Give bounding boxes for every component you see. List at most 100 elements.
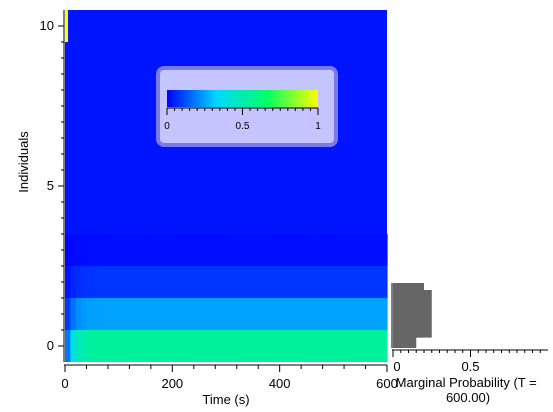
heatmap-cell <box>145 330 152 362</box>
heatmap-cell <box>247 330 254 362</box>
heatmap-cell <box>311 298 318 330</box>
heatmap-cell <box>81 298 88 330</box>
heatmap-cell <box>247 234 254 266</box>
heatmap-cell <box>322 330 329 362</box>
heatmap-cell <box>65 234 71 266</box>
heatmap-cell <box>209 330 216 362</box>
heatmap-cell <box>268 266 275 298</box>
x-axis-title: Time (s) <box>202 392 249 407</box>
heatmap-cell <box>381 234 388 266</box>
heatmap-cell <box>204 298 211 330</box>
heatmap-cell <box>290 266 297 298</box>
heatmap-cell <box>145 298 152 330</box>
heatmap-cell <box>360 298 367 330</box>
heatmap-cell <box>306 266 313 298</box>
heatmap-cell <box>258 266 265 298</box>
heatmap-cell <box>199 234 206 266</box>
heatmap-cell <box>231 234 238 266</box>
heatmap-cell <box>118 298 125 330</box>
heatmap-cell <box>236 266 243 298</box>
heatmap-cell <box>285 330 291 362</box>
heatmap-cell <box>311 330 318 362</box>
heatmap-cell <box>258 298 265 330</box>
heatmap-cell <box>86 266 93 298</box>
colorbar-tick-label: 1 <box>315 121 321 132</box>
heatmap-cell <box>65 330 71 362</box>
heatmap-cell <box>349 266 356 298</box>
heatmap-cell <box>97 266 104 298</box>
heatmap-cell <box>124 298 130 330</box>
heatmap-cell <box>333 330 340 362</box>
heatmap-cell <box>376 266 383 298</box>
heatmap-cell <box>140 298 147 330</box>
heatmap-cell <box>327 266 334 298</box>
heatmap-cell <box>381 266 388 298</box>
heatmap-cell <box>242 330 249 362</box>
heatmap-cell <box>209 266 216 298</box>
heatmap-cell <box>172 266 179 298</box>
heatmap-cell <box>226 330 232 362</box>
heatmap-cell <box>354 266 361 298</box>
heatmap-cell <box>242 298 249 330</box>
heatmap-cell <box>231 330 238 362</box>
marginal-bar <box>393 283 424 338</box>
heatmap-cell <box>290 234 297 266</box>
heatmap-cell <box>199 330 206 362</box>
heatmap-cell <box>333 234 340 266</box>
heatmap-cell <box>327 234 334 266</box>
x-tick-label: 600 <box>376 376 398 391</box>
marginal-bars <box>393 283 432 348</box>
heatmap-cell <box>102 330 109 362</box>
x-tick-label: 400 <box>269 376 291 391</box>
heatmap-cell <box>322 266 329 298</box>
heatmap-cell <box>311 234 318 266</box>
heatmap-cell <box>70 234 77 266</box>
heatmap-cell <box>140 266 147 298</box>
heatmap-cell <box>333 266 340 298</box>
heatmap-cell <box>204 234 211 266</box>
heatmap-cell <box>102 298 109 330</box>
heatmap-cell <box>279 266 286 298</box>
heatmap-cell <box>215 266 222 298</box>
heatmap-cell <box>220 266 227 298</box>
heatmap-cell <box>91 234 98 266</box>
heatmap-cell <box>215 330 222 362</box>
heatmap-cell <box>183 298 190 330</box>
heatmap-cell <box>134 234 141 266</box>
heatmap-cell <box>156 330 163 362</box>
heatmap-cell <box>301 266 308 298</box>
heatmap-cell <box>65 298 71 330</box>
marginal-probability-plot: 0 0.5 Marginal Probability (T = 600.00) <box>391 283 548 405</box>
colorbar-legend[interactable]: 0 0.5 1 <box>156 66 338 147</box>
heatmap-cell <box>188 298 195 330</box>
heatmap-cell <box>247 298 254 330</box>
heatmap-cell <box>86 298 93 330</box>
heatmap-cell <box>365 266 372 298</box>
heatmap-cell <box>268 330 275 362</box>
heatmap-cell <box>322 234 329 266</box>
heatmap-cell <box>166 234 173 266</box>
heatmap-cell <box>263 266 270 298</box>
heatmap-cell <box>311 266 318 298</box>
heatmap-cell <box>220 298 227 330</box>
heatmap-cell <box>188 266 195 298</box>
heatmap-cell <box>317 298 324 330</box>
heatmap-cell <box>274 234 281 266</box>
heatmap-cell <box>268 298 275 330</box>
heatmap-cell <box>91 330 98 362</box>
heatmap-cell <box>236 298 243 330</box>
colorbar-tick-label: 0 <box>164 121 170 132</box>
heatmap-cell <box>193 298 200 330</box>
heatmap-cell <box>124 266 130 298</box>
y-tick-label: 0 <box>47 338 54 353</box>
heatmap-cell <box>360 266 367 298</box>
heatmap-cell <box>161 234 168 266</box>
heatmap-cell <box>301 330 308 362</box>
heatmap-cell <box>129 330 136 362</box>
heatmap-cell <box>140 330 147 362</box>
heatmap-cell <box>322 298 329 330</box>
heatmap-cell <box>183 266 190 298</box>
heatmap-cell <box>242 266 249 298</box>
marginal-x-tick-label: 0.5 <box>461 359 479 374</box>
heatmap-cell <box>354 234 361 266</box>
